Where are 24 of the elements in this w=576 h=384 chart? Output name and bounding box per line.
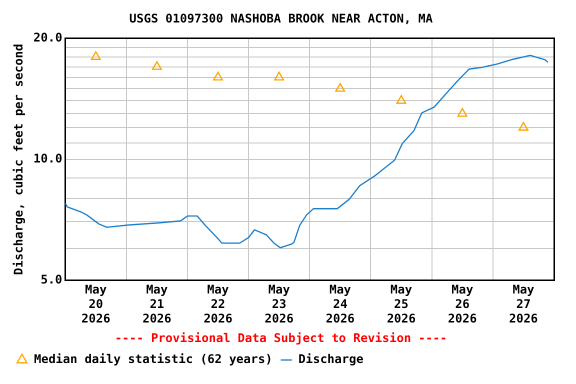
- x-tick-label: May 20 2026: [81, 282, 110, 326]
- legend-label: Median daily statistic (62 years): [34, 352, 272, 366]
- x-tick-label: May 26 2026: [448, 282, 477, 326]
- x-tick-label: May 21 2026: [142, 282, 172, 326]
- y-tick-label: 10.0: [33, 152, 62, 166]
- y-tick-label: 5.0: [40, 272, 62, 287]
- point: [90, 51, 101, 60]
- point: [457, 108, 468, 117]
- point: [396, 95, 406, 104]
- point: [335, 82, 346, 92]
- point: [152, 61, 162, 70]
- point: [213, 72, 223, 81]
- point: [274, 72, 284, 81]
- x-tick-label: May 23 2026: [264, 282, 294, 326]
- y-tick-label: 20.0: [33, 30, 62, 45]
- y-axis-title: Discharge, cubic feet per second: [11, 44, 26, 275]
- x-tick-label: May 27 2026: [509, 282, 538, 326]
- x-tick-label: May 25 2026: [386, 282, 416, 326]
- point: [518, 122, 528, 131]
- x-tick-label: May 22 2026: [204, 282, 232, 326]
- x-tick-label: May 24 2026: [326, 282, 355, 326]
- legend-label: Discharge: [298, 352, 364, 366]
- text: ---- Provisional Data Subject to Revision ----: [114, 330, 448, 345]
- chart-title: USGS 01097300 NASHOBA BROOK NEAR ACTON, MA: [129, 11, 434, 26]
